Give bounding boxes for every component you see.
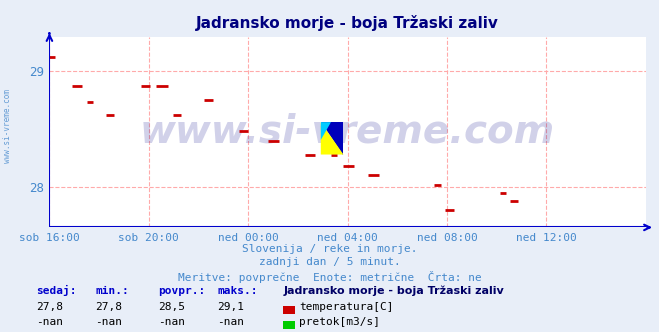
Text: zadnji dan / 5 minut.: zadnji dan / 5 minut. [258,257,401,267]
Text: povpr.:: povpr.: [158,286,206,296]
Text: -nan: -nan [36,317,63,327]
Polygon shape [321,122,343,154]
Text: -nan: -nan [158,317,185,327]
Text: -nan: -nan [217,317,244,327]
Text: temperatura[C]: temperatura[C] [299,302,393,312]
Text: 28,5: 28,5 [158,302,185,312]
Text: www.si-vreme.com: www.si-vreme.com [140,113,556,151]
Text: 27,8: 27,8 [36,302,63,312]
Text: maks.:: maks.: [217,286,258,296]
Text: Jadransko morje - boja Tržaski zaliv: Jadransko morje - boja Tržaski zaliv [283,285,504,296]
Text: 29,1: 29,1 [217,302,244,312]
Text: -nan: -nan [96,317,123,327]
Text: min.:: min.: [96,286,129,296]
Polygon shape [321,122,343,154]
Text: pretok[m3/s]: pretok[m3/s] [299,317,380,327]
Text: Meritve: povprečne  Enote: metrične  Črta: ne: Meritve: povprečne Enote: metrične Črta:… [178,271,481,283]
Text: 27,8: 27,8 [96,302,123,312]
Polygon shape [321,122,331,140]
Text: sedaj:: sedaj: [36,285,76,296]
Text: Slovenija / reke in morje.: Slovenija / reke in morje. [242,244,417,254]
Text: www.si-vreme.com: www.si-vreme.com [3,89,13,163]
Title: Jadransko morje - boja Tržaski zaliv: Jadransko morje - boja Tržaski zaliv [196,15,499,31]
